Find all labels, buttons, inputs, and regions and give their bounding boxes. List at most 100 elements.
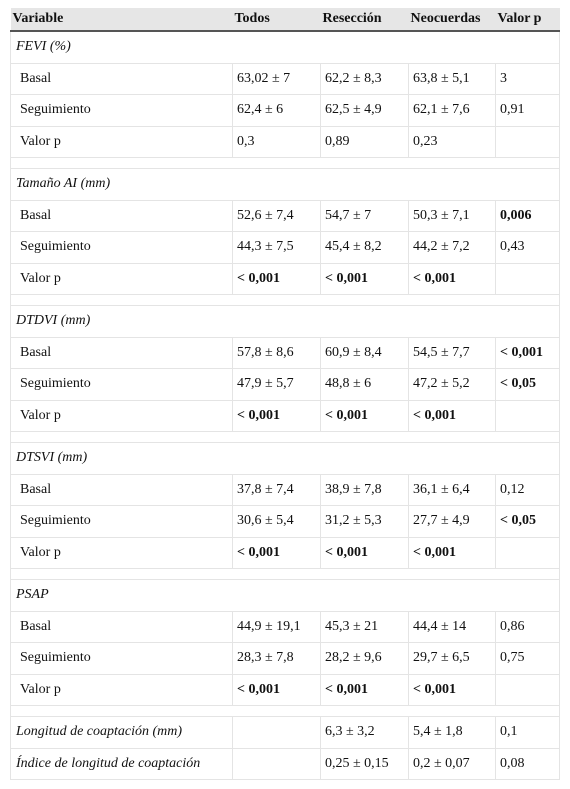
spacer-row xyxy=(10,568,560,580)
cell: 36,1 ± 6,4 xyxy=(408,473,496,506)
data-row: Basal 37,8 ± 7,4 38,9 ± 7,8 36,1 ± 6,4 0,12 xyxy=(10,473,560,506)
table-body: FEVI (%) Basal 63,02 ± 7 62,2 ± 8,3 63,8 ± 5… xyxy=(10,30,560,780)
cell: 0,1 xyxy=(495,716,560,749)
spacer-row xyxy=(10,157,560,169)
cell: 54,5 ± 7,7 xyxy=(408,336,496,369)
cell xyxy=(495,125,560,158)
spacer-cell xyxy=(10,157,560,169)
cell: 62,1 ± 7,6 xyxy=(408,94,496,127)
cell: 47,9 ± 5,7 xyxy=(232,368,321,401)
cell: 57,8 ± 8,6 xyxy=(232,336,321,369)
cell: 45,3 ± 21 xyxy=(320,610,409,643)
cell: 28,3 ± 7,8 xyxy=(232,642,321,675)
data-row: Valor p < 0,001 < 0,001 < 0,001 xyxy=(10,536,560,569)
data-row: Valor p < 0,001 < 0,001 < 0,001 xyxy=(10,262,560,295)
data-row: Índice de longitud de coaptación 0,25 ± 0… xyxy=(10,747,560,780)
cell: 5,4 ± 1,8 xyxy=(408,716,496,749)
row-label: Basal xyxy=(10,473,233,506)
cell xyxy=(232,716,321,749)
cell: 63,8 ± 5,1 xyxy=(408,62,496,95)
row-label: Valor p xyxy=(10,673,233,706)
data-row: Valor p < 0,001 < 0,001 < 0,001 xyxy=(10,399,560,432)
cell: 0,75 xyxy=(495,642,560,675)
cell: 44,2 ± 7,2 xyxy=(408,231,496,264)
cell: < 0,001 xyxy=(232,262,321,295)
data-row: Basal 63,02 ± 7 62,2 ± 8,3 63,8 ± 5,1 3 xyxy=(10,62,560,95)
data-table: Variable Todos Resección Neocuerdas Valor p … xyxy=(10,8,560,780)
cell: 54,7 ± 7 xyxy=(320,199,409,232)
data-row: Longitud de coaptación (mm) 6,3 ± 3,2 5,4 … xyxy=(10,716,560,749)
data-row: Valor p 0,3 0,89 0,23 xyxy=(10,125,560,158)
header-cell: Neocuerdas xyxy=(408,8,496,32)
cell: 0,91 xyxy=(495,94,560,127)
spacer-cell xyxy=(10,568,560,580)
row-label: Basal xyxy=(10,199,233,232)
cell xyxy=(495,673,560,706)
data-row: Seguimiento 44,3 ± 7,5 45,4 ± 8,2 44,2 ± 7,… xyxy=(10,231,560,264)
header-row: Variable Todos Resección Neocuerdas Valor p xyxy=(10,8,560,32)
cell: 0,25 ± 0,15 xyxy=(320,747,409,780)
cell: 28,2 ± 9,6 xyxy=(320,642,409,675)
spacer-row xyxy=(10,294,560,306)
row-label: Seguimiento xyxy=(10,368,233,401)
cell: 0,08 xyxy=(495,747,560,780)
data-row: Seguimiento 30,6 ± 5,4 31,2 ± 5,3 27,7 ± 4,… xyxy=(10,505,560,538)
cell: 62,2 ± 8,3 xyxy=(320,62,409,95)
cell: 3 xyxy=(495,62,560,95)
cell: 31,2 ± 5,3 xyxy=(320,505,409,538)
group-row: DTSVI (mm) xyxy=(10,442,560,475)
cell xyxy=(495,536,560,569)
row-label: Índice de longitud de coaptación xyxy=(10,747,233,780)
group-row: FEVI (%) xyxy=(10,30,560,64)
cell: 63,02 ± 7 xyxy=(232,62,321,95)
cell: < 0,001 xyxy=(408,399,496,432)
cell: 44,4 ± 14 xyxy=(408,610,496,643)
table-header: Variable Todos Resección Neocuerdas Valor p xyxy=(10,8,560,32)
header-cell: Resección xyxy=(320,8,409,32)
spacer-cell xyxy=(10,705,560,717)
cell: < 0,001 xyxy=(408,673,496,706)
cell: 0,86 xyxy=(495,610,560,643)
cell: < 0,001 xyxy=(408,536,496,569)
spacer-cell xyxy=(10,294,560,306)
cell: < 0,05 xyxy=(495,368,560,401)
cell: < 0,001 xyxy=(232,536,321,569)
cell: 0,43 xyxy=(495,231,560,264)
group-title: DTSVI (mm) xyxy=(10,442,560,475)
cell: 0,12 xyxy=(495,473,560,506)
data-row: Seguimiento 47,9 ± 5,7 48,8 ± 6 47,2 ± 5,2 <… xyxy=(10,368,560,401)
cell: 62,4 ± 6 xyxy=(232,94,321,127)
group-row: PSAP xyxy=(10,579,560,612)
cell: < 0,05 xyxy=(495,505,560,538)
cell xyxy=(495,399,560,432)
spacer-cell xyxy=(10,431,560,443)
group-title: PSAP xyxy=(10,579,560,612)
cell: 60,9 ± 8,4 xyxy=(320,336,409,369)
cell: < 0,001 xyxy=(232,673,321,706)
row-label: Valor p xyxy=(10,536,233,569)
cell: < 0,001 xyxy=(495,336,560,369)
row-label: Valor p xyxy=(10,125,233,158)
group-title: DTDVI (mm) xyxy=(10,305,560,338)
cell: 0,89 xyxy=(320,125,409,158)
cell: 52,6 ± 7,4 xyxy=(232,199,321,232)
cell: < 0,001 xyxy=(320,536,409,569)
data-row: Seguimiento 62,4 ± 6 62,5 ± 4,9 62,1 ± 7,6 0… xyxy=(10,94,560,127)
cell: < 0,001 xyxy=(232,399,321,432)
cell: 38,9 ± 7,8 xyxy=(320,473,409,506)
spacer-row xyxy=(10,705,560,717)
cell: 27,7 ± 4,9 xyxy=(408,505,496,538)
header-cell: Variable xyxy=(10,8,233,32)
cell: 29,7 ± 6,5 xyxy=(408,642,496,675)
cell: < 0,001 xyxy=(320,399,409,432)
cell: 30,6 ± 5,4 xyxy=(232,505,321,538)
data-row: Valor p < 0,001 < 0,001 < 0,001 xyxy=(10,673,560,706)
cell: < 0,001 xyxy=(408,262,496,295)
group-title: FEVI (%) xyxy=(10,30,560,64)
header-cell: Valor p xyxy=(495,8,560,32)
row-label: Basal xyxy=(10,62,233,95)
group-title: Tamaño AI (mm) xyxy=(10,168,560,201)
header-cell: Todos xyxy=(232,8,321,32)
cell: 37,8 ± 7,4 xyxy=(232,473,321,506)
